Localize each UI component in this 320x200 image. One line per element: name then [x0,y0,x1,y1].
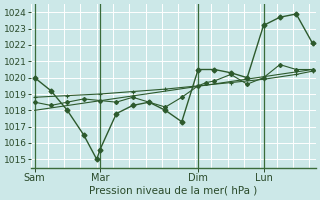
X-axis label: Pression niveau de la mer( hPa ): Pression niveau de la mer( hPa ) [90,186,258,196]
